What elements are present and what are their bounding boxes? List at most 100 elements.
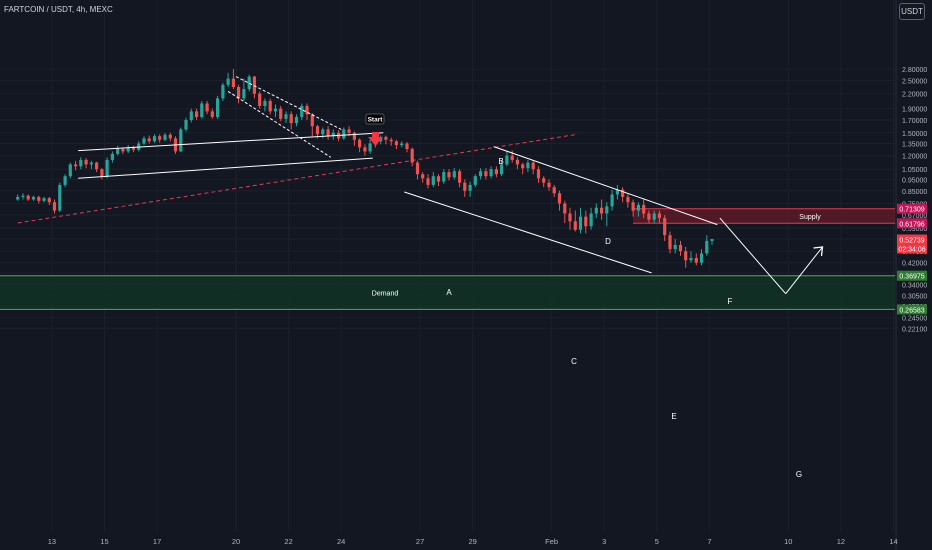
candle-body: [231, 78, 235, 87]
time-tick-label: 14: [889, 537, 897, 546]
candle-body: [468, 184, 472, 191]
candle-body: [647, 213, 651, 220]
candle-body: [184, 120, 188, 130]
candle-body: [531, 162, 535, 170]
currency-badge[interactable]: USDT: [899, 3, 925, 20]
candle-body: [673, 244, 677, 250]
chart-title: FARTCOIN / USDT, 4h, MEXC: [4, 5, 113, 14]
price-tag-text: 0.61796: [899, 221, 924, 228]
candle-body: [473, 176, 477, 185]
candle-body: [642, 204, 646, 214]
candle-body: [447, 172, 451, 178]
candle-body: [347, 129, 351, 133]
candle-body: [273, 108, 278, 112]
candle-body: [179, 129, 183, 152]
price-tick-label: 2.50000: [902, 79, 927, 86]
time-axis[interactable]: 13 15 17 20 22 24 27 29 Feb 3 5 7 10 12 14: [48, 537, 898, 546]
candle-body: [258, 93, 262, 106]
candle-body: [500, 164, 504, 175]
wave-labels: Start A B C D E F G: [365, 113, 802, 479]
candle-body: [294, 117, 299, 124]
candle-body: [100, 169, 104, 177]
time-tick-label: 17: [153, 537, 161, 546]
candle-body: [510, 155, 514, 160]
candle-body: [452, 171, 456, 178]
candle-body: [494, 169, 498, 175]
grid: [0, 0, 895, 532]
candle-body: [268, 100, 272, 112]
candle-body: [79, 159, 83, 167]
candle-body: [195, 111, 199, 117]
price-tick-label: 1.50000: [902, 131, 927, 138]
candle-body: [42, 198, 46, 201]
candle-body: [158, 136, 162, 140]
candle-body: [142, 138, 146, 144]
candle-body: [384, 136, 388, 140]
candle-body: [289, 114, 293, 124]
price-tick-label: 2.80000: [902, 67, 927, 74]
price-tick-label: 0.42000: [902, 261, 927, 268]
drawing-line: [404, 191, 652, 274]
price-tag-bg: [897, 270, 927, 281]
candle-body: [699, 253, 704, 263]
candle-body: [631, 202, 635, 211]
drawing-line: [78, 132, 384, 152]
candle-body: [415, 162, 420, 175]
supply-label: Supply: [799, 214, 821, 221]
candle-body: [605, 206, 609, 214]
wave-label: F: [728, 297, 733, 306]
price-tag-demand: 0.26583: [897, 304, 927, 315]
candle-body: [594, 207, 598, 214]
candle-body: [216, 98, 220, 117]
price-tick-label: 1.05000: [902, 167, 927, 174]
time-tick-label: 29: [469, 537, 477, 546]
candle-body: [84, 159, 88, 165]
candle-body: [52, 202, 57, 211]
supply-zone: [633, 208, 895, 224]
candle-body: [263, 100, 267, 106]
candle-body: [521, 164, 525, 169]
candle-body: [663, 218, 667, 236]
price-tag-last: 0.52739: [897, 234, 927, 245]
dashed-trend-line: [17, 133, 578, 224]
drawing-line: [78, 157, 373, 179]
price-tick-label: 0.34000: [902, 282, 927, 289]
candle-body: [515, 159, 519, 165]
candle-body: [110, 153, 114, 160]
candle-body: [584, 216, 588, 227]
zones: Supply Demand: [0, 208, 895, 310]
candle-body: [342, 129, 346, 139]
price-tag-bg: [897, 243, 927, 254]
candle-body: [568, 213, 572, 222]
time-tick-label: 5: [655, 537, 659, 546]
drawing-line: [227, 90, 331, 158]
candle-body: [247, 76, 251, 90]
start-arrow-icon: [368, 132, 383, 146]
price-axis[interactable]: 2.80000 2.50000 2.20000 1.90000 1.70000 1.500…: [895, 0, 927, 550]
price-tick-label: 0.24500: [902, 316, 927, 323]
candle-body: [363, 147, 367, 152]
candle-body: [31, 196, 36, 200]
candle-body: [463, 182, 467, 191]
price-tag-text: 0.71309: [899, 207, 924, 214]
candle-body: [573, 221, 577, 230]
candle-body: [394, 141, 398, 146]
wave-label: D: [605, 237, 611, 246]
price-tag-text: 02:34:06: [898, 247, 925, 254]
price-tag-text: 0.36975: [899, 274, 924, 281]
candle-body: [694, 258, 698, 263]
candle-body: [89, 162, 93, 165]
candle-body: [678, 244, 683, 252]
candle-body: [163, 134, 167, 140]
candle-body: [563, 203, 567, 214]
candle-body: [221, 84, 225, 99]
candle-body: [315, 126, 320, 135]
wave-label: G: [796, 470, 802, 479]
time-tick-label: 20: [232, 537, 240, 546]
time-tick-label: 3: [602, 537, 606, 546]
projection-arrowhead: [813, 246, 824, 257]
candle-body: [26, 195, 30, 200]
candle-body: [600, 207, 604, 214]
candle-body: [58, 184, 62, 211]
